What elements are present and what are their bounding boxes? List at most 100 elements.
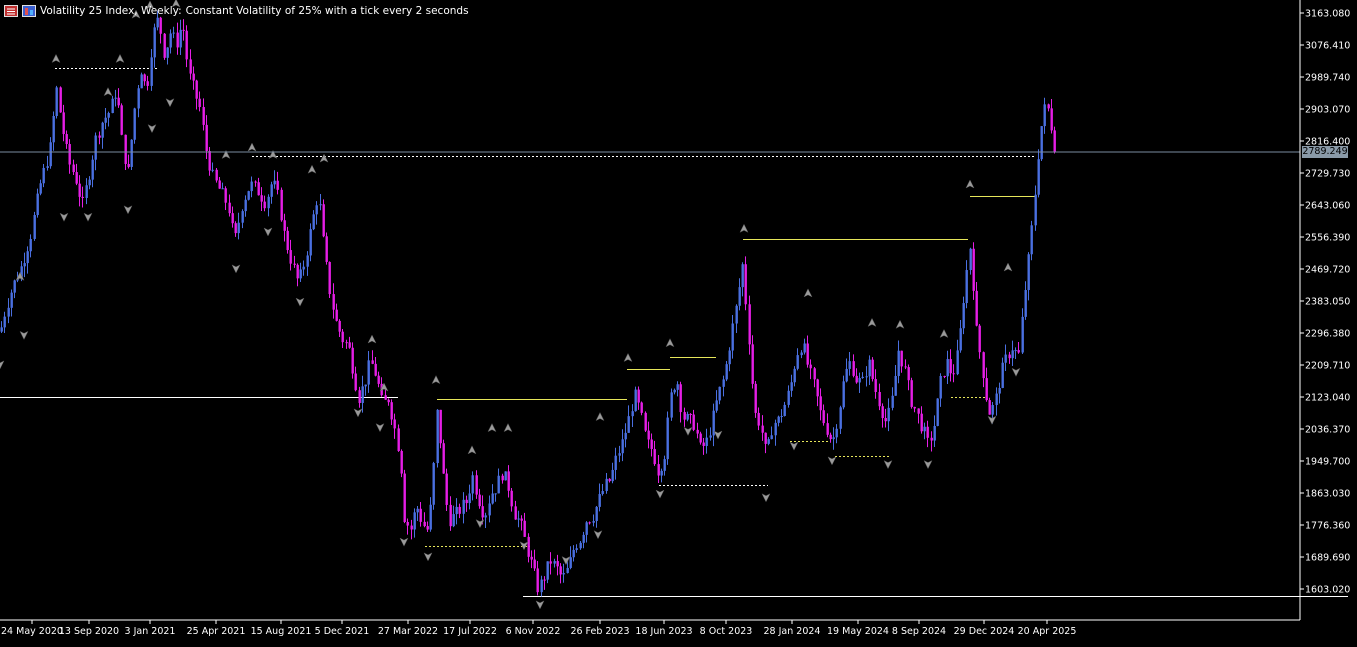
- candle-body: [312, 214, 315, 230]
- candle-body: [1024, 290, 1027, 317]
- candle-body: [65, 134, 68, 145]
- current-price-label: 2789.249: [1302, 146, 1348, 158]
- candle-body: [72, 164, 75, 173]
- candles: [0, 10, 1056, 597]
- depth-of-market-icon[interactable]: [22, 4, 36, 18]
- time-tick-label: 17 Jul 2022: [443, 626, 497, 637]
- fractal-down-arrow-icon: [147, 124, 157, 134]
- candle-body: [865, 376, 868, 378]
- candle-body: [803, 343, 806, 353]
- candle-body: [777, 416, 780, 423]
- candle-body: [94, 135, 97, 160]
- candle-body: [663, 459, 666, 471]
- candle-body: [540, 579, 543, 593]
- fractal-up-arrow-icon: [965, 179, 975, 189]
- fractal-up-arrow-icon: [15, 271, 25, 281]
- candle-body: [218, 180, 221, 189]
- candle-body: [562, 573, 565, 575]
- price-tick-label: 2036.370: [1305, 425, 1350, 436]
- candle-body: [215, 169, 218, 181]
- candle-body: [634, 389, 637, 412]
- candle-body: [900, 350, 903, 367]
- candle-body: [608, 478, 611, 482]
- candle-body: [289, 250, 292, 264]
- candle-body: [1053, 130, 1056, 152]
- candle-body: [231, 213, 234, 224]
- candle-body: [416, 508, 419, 513]
- fractal-up-arrow-icon: [51, 53, 61, 64]
- candle-body: [387, 399, 390, 403]
- candle-body: [930, 437, 933, 441]
- price-tick-label: 2383.050: [1305, 297, 1350, 308]
- fractal-up-arrow-icon: [103, 87, 113, 97]
- candle-body: [998, 387, 1001, 394]
- candle-body: [276, 180, 279, 190]
- fractal-up-arrow-icon: [319, 153, 329, 163]
- candle-body: [572, 549, 575, 558]
- time-tick-label: 28 Jan 2024: [764, 626, 821, 637]
- candle-body: [299, 269, 302, 279]
- candle-body: [419, 508, 422, 522]
- candle-body: [468, 493, 471, 504]
- price-tick-label: 3163.080: [1305, 9, 1350, 20]
- candle-body: [1021, 316, 1024, 353]
- candle-body: [878, 391, 881, 407]
- fractal-down-arrow-icon: [123, 205, 133, 215]
- fractal-down-arrow-icon: [263, 227, 273, 237]
- candle-body: [478, 494, 481, 507]
- candle-body: [384, 395, 387, 400]
- candle-body: [377, 375, 380, 384]
- candle-body: [273, 180, 276, 185]
- one-click-trading-icon[interactable]: [4, 4, 18, 18]
- candle-body: [770, 435, 773, 440]
- fractal-down-arrow-icon: [231, 264, 241, 274]
- candle-body: [465, 499, 468, 504]
- candle-body: [546, 561, 549, 580]
- candle-body: [501, 475, 504, 481]
- candle-body: [689, 413, 692, 415]
- candle-body: [926, 426, 929, 438]
- candle-body: [1027, 254, 1030, 291]
- candle-body: [972, 248, 975, 291]
- candle-body: [26, 251, 29, 264]
- candle-body: [208, 151, 211, 171]
- fractal-down-arrow-icon: [519, 541, 529, 551]
- candle-body: [858, 378, 861, 383]
- fractal-up-arrow-icon: [221, 149, 231, 159]
- candle-body: [549, 561, 552, 564]
- fractal-down-arrow-icon: [593, 530, 603, 540]
- candle-body: [46, 166, 49, 168]
- candle-body: [16, 279, 19, 281]
- candle-body: [23, 263, 26, 267]
- candle-body: [202, 107, 205, 125]
- candle-body: [351, 347, 354, 374]
- candle-body: [91, 159, 94, 180]
- candle-body: [484, 515, 487, 518]
- candle-body: [738, 287, 741, 306]
- candle-body: [345, 342, 348, 344]
- time-tick-label: 19 May 2024: [827, 626, 889, 637]
- candle-body: [78, 183, 81, 197]
- candle-body: [137, 88, 140, 109]
- price-tick-label: 2989.740: [1305, 73, 1350, 84]
- candle-body: [923, 426, 926, 432]
- fractal-down-arrow-icon: [59, 212, 69, 222]
- candle-body: [956, 350, 959, 375]
- candle-body: [101, 122, 104, 138]
- price-axis[interactable]: 3163.080 3076.410 2989.740 2903.070 2816.400…: [1300, 9, 1350, 596]
- candle-body: [1001, 362, 1004, 388]
- fractal-up-arrow-icon: [803, 288, 813, 298]
- candle-body: [49, 142, 52, 167]
- candle-body: [390, 402, 393, 420]
- candle-body: [166, 47, 169, 58]
- candle-body: [150, 57, 153, 86]
- candle-body: [146, 81, 149, 86]
- candle-body: [189, 59, 192, 74]
- candle-body: [683, 412, 686, 420]
- candle-body: [829, 434, 832, 440]
- fractal-down-arrow-icon: [827, 456, 837, 466]
- candle-body: [267, 196, 270, 209]
